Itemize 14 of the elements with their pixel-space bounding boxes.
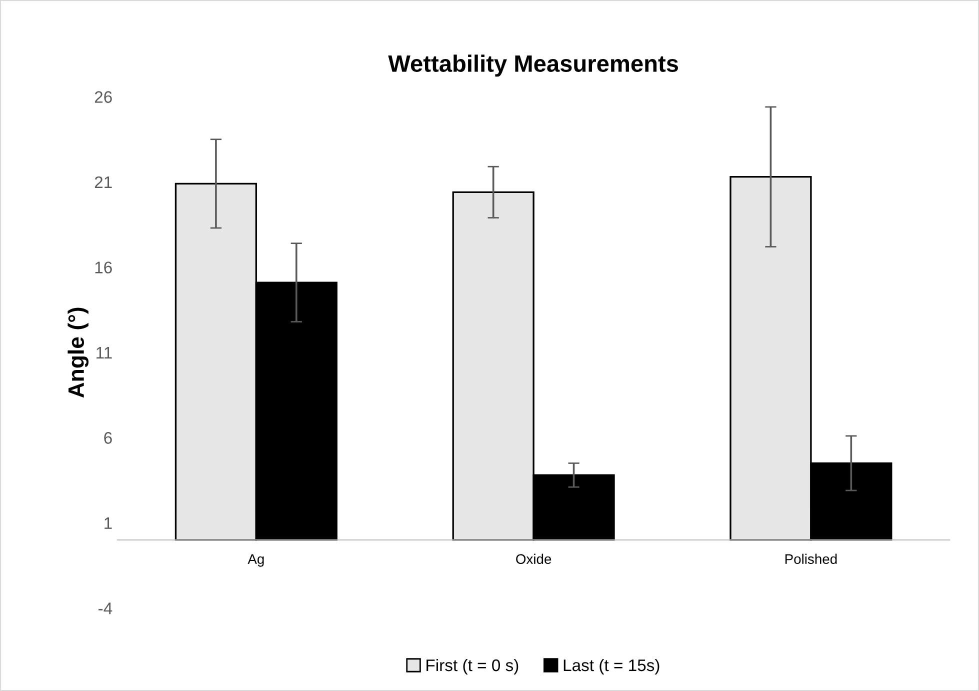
y-tick-label: 26 xyxy=(94,91,112,103)
legend-label: Last (t = 15s) xyxy=(564,658,660,674)
y-tick-label: 11 xyxy=(96,346,112,358)
y-tick-label: 6 xyxy=(104,432,112,444)
y-tick-label: -4 xyxy=(98,602,112,614)
y-axis-title: Angle (°) xyxy=(68,308,89,398)
y-tick-label: 16 xyxy=(95,262,112,274)
legend-label: First (t = 0 s) xyxy=(426,658,518,674)
y-tick-label: 1 xyxy=(104,517,112,529)
x-tick-label: Ag xyxy=(248,554,264,567)
x-tick-label: Polished xyxy=(785,554,837,564)
chart-title: Wettability Measurements xyxy=(388,54,678,77)
x-tick-label: Oxide xyxy=(516,554,552,564)
y-tick-label: 21 xyxy=(94,176,112,188)
